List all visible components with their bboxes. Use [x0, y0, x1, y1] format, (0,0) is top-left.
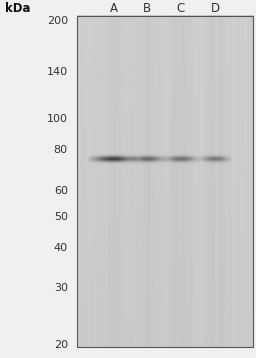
- Text: 80: 80: [54, 145, 68, 155]
- Text: 200: 200: [47, 16, 68, 26]
- Text: 50: 50: [54, 212, 68, 222]
- Text: 140: 140: [47, 67, 68, 77]
- Text: 20: 20: [54, 340, 68, 350]
- Text: kDa: kDa: [5, 2, 31, 15]
- Text: 100: 100: [47, 114, 68, 124]
- Text: C: C: [176, 3, 185, 15]
- Text: A: A: [110, 3, 118, 15]
- Text: 30: 30: [54, 284, 68, 294]
- Text: D: D: [210, 3, 220, 15]
- Text: 60: 60: [54, 186, 68, 196]
- Text: 40: 40: [54, 243, 68, 253]
- Bar: [77, 16, 253, 347]
- Text: B: B: [143, 3, 151, 15]
